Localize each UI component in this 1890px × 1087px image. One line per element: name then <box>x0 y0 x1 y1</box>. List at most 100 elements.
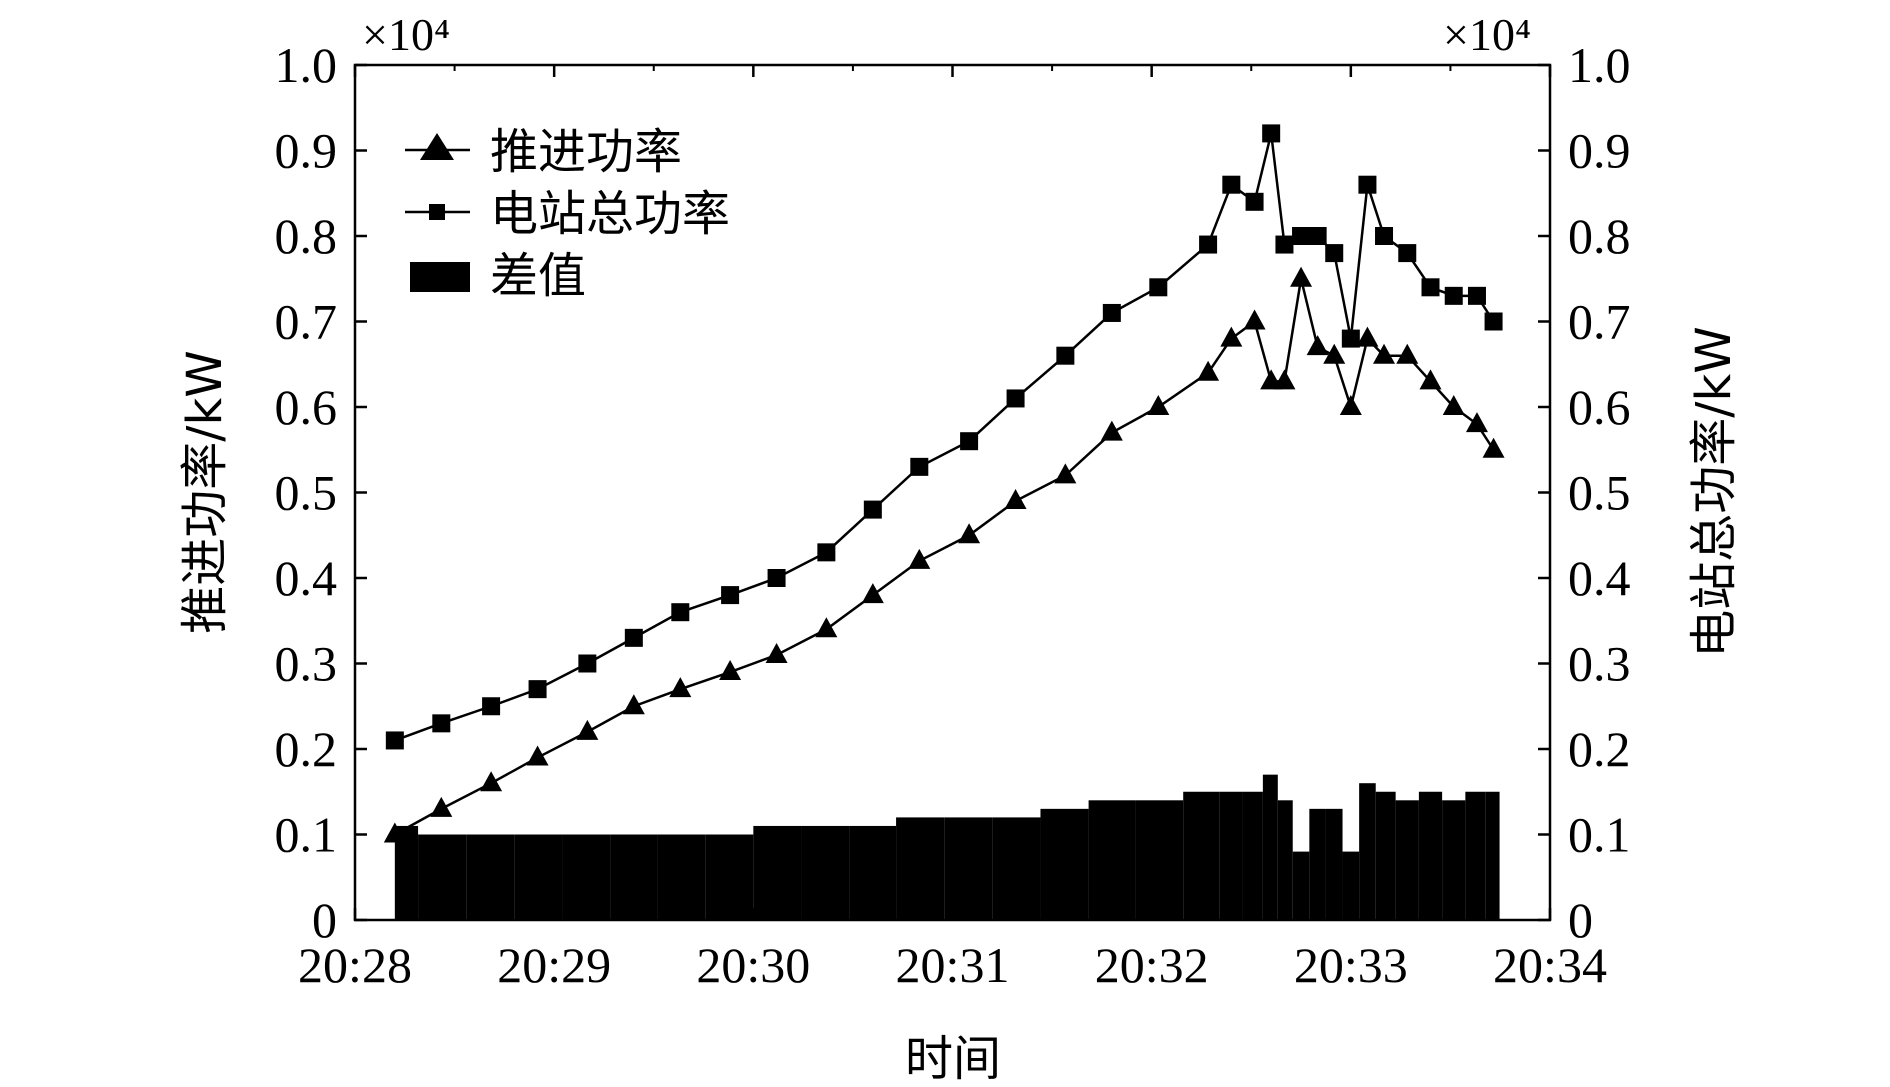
station-total-point <box>1444 286 1463 305</box>
difference-bar <box>944 817 993 920</box>
y-tick-label-left: 0.4 <box>275 550 338 606</box>
triangle-marker-icon <box>420 133 454 160</box>
difference-bar <box>466 834 515 920</box>
x-tick-label: 20:34 <box>1493 937 1607 993</box>
difference-bar <box>1277 800 1293 920</box>
propulsion-point <box>1147 395 1170 415</box>
propulsion-point <box>719 660 742 681</box>
x-tick-label: 20:29 <box>497 937 611 993</box>
y-tick-label-left: 1.0 <box>275 37 338 93</box>
difference-bar <box>1342 851 1360 920</box>
station-total-point <box>960 432 979 451</box>
difference-bar <box>657 834 706 920</box>
difference-bar <box>1242 791 1263 920</box>
station-total-point <box>1199 235 1218 254</box>
station-total-point <box>1222 175 1241 194</box>
y-tick-label-right: 0 <box>1568 892 1593 948</box>
y-tick-label-left: 0.7 <box>275 294 338 350</box>
difference-bar <box>896 817 945 920</box>
propulsion-point <box>1243 309 1266 330</box>
station-total-point <box>910 457 929 476</box>
difference-bar <box>1219 791 1243 920</box>
propulsion-point <box>1100 420 1123 441</box>
station-total-point <box>1149 278 1168 297</box>
propulsion-point <box>815 617 838 638</box>
propulsion-point <box>669 677 692 698</box>
legend-item-difference: 差值 <box>410 248 586 304</box>
y-tick-label-left: 0.1 <box>275 807 338 863</box>
propulsion-point <box>1419 369 1442 390</box>
difference-bar <box>992 817 1041 920</box>
y-axis-title-right: 电站总功率/kW <box>1686 326 1742 657</box>
station-total-point <box>1484 312 1503 331</box>
y-tick-label-left: 0.8 <box>275 208 338 264</box>
y-tick-label-right: 0.6 <box>1568 379 1631 435</box>
difference-bar <box>562 834 611 920</box>
difference-bar <box>394 825 419 920</box>
propulsion-point <box>1306 335 1329 356</box>
station-total-point <box>1308 227 1327 245</box>
station-total-point <box>1325 244 1344 263</box>
difference-bar <box>514 834 563 920</box>
station-total-point <box>385 731 404 750</box>
station-total-point <box>1341 329 1360 348</box>
propulsion-point <box>1396 343 1419 364</box>
x-tick-label: 20:31 <box>896 937 1010 993</box>
station-total-point <box>1102 303 1121 322</box>
difference-bar <box>1135 800 1184 920</box>
propulsion-point <box>861 583 884 604</box>
station-total-point <box>863 500 882 519</box>
y-tick-label-right: 0.1 <box>1568 807 1631 863</box>
propulsion-point <box>480 771 503 792</box>
station-total-point <box>767 569 786 587</box>
x-tick-label: 20:32 <box>1095 937 1209 993</box>
propulsion-point <box>526 745 549 766</box>
propulsion-point <box>1220 326 1243 347</box>
station-total-point <box>1421 278 1440 297</box>
propulsion-point <box>1323 343 1346 364</box>
difference-bars <box>394 774 1500 920</box>
propulsion-point <box>1290 266 1313 287</box>
y-axis-title-left: 推进功率/kW <box>177 350 233 633</box>
propulsion-point <box>958 523 981 544</box>
y-tick-label-left: 0.5 <box>275 465 338 521</box>
difference-bar <box>1262 774 1278 920</box>
ticks: 20:28 20:29 20:30 20:31 20:32 20:33 20:340 00.1… <box>275 37 1631 993</box>
y-tick-label-right: 0.4 <box>1568 550 1631 606</box>
propulsion-point <box>908 548 931 569</box>
legend-item-propulsion: 推进功率 <box>405 124 682 180</box>
difference-bar <box>1183 791 1220 920</box>
station-total-point <box>1056 346 1075 365</box>
y-tick-label-right: 0.5 <box>1568 465 1631 521</box>
legend-item-station-total: 电站总功率 <box>405 186 730 242</box>
propulsion-point <box>1373 343 1396 364</box>
y-tick-label-right: 1.0 <box>1568 37 1631 93</box>
legend-label-difference: 差值 <box>490 248 586 304</box>
propulsion-point <box>1482 437 1505 458</box>
station-total-point <box>1006 389 1025 408</box>
propulsion-point <box>1356 326 1379 347</box>
x-tick-label: 20:30 <box>696 937 810 993</box>
propulsion-point <box>1442 395 1465 415</box>
difference-bar <box>1395 800 1419 920</box>
station-total-point <box>1358 175 1377 194</box>
x-axis-title: 时间 <box>905 1031 1001 1087</box>
propulsion-point <box>1197 360 1220 381</box>
station-total-point <box>624 628 643 647</box>
y-tick-label-right: 0.2 <box>1568 721 1631 777</box>
difference-bar <box>1292 851 1310 920</box>
propulsion-point <box>576 719 599 740</box>
station-total-point <box>578 654 597 673</box>
difference-bar <box>1088 800 1136 920</box>
difference-bar <box>1375 791 1396 920</box>
difference-bar <box>1325 808 1343 920</box>
propulsion-point <box>1465 412 1488 433</box>
difference-bar <box>1040 808 1089 920</box>
y-tick-label-left: 0 <box>312 892 337 948</box>
y-tick-label-left: 0.2 <box>275 721 338 777</box>
propulsion-point <box>1054 463 1077 484</box>
propulsion-point <box>622 694 645 715</box>
difference-bar <box>610 834 658 920</box>
y-tick-label-right: 0.7 <box>1568 294 1631 350</box>
